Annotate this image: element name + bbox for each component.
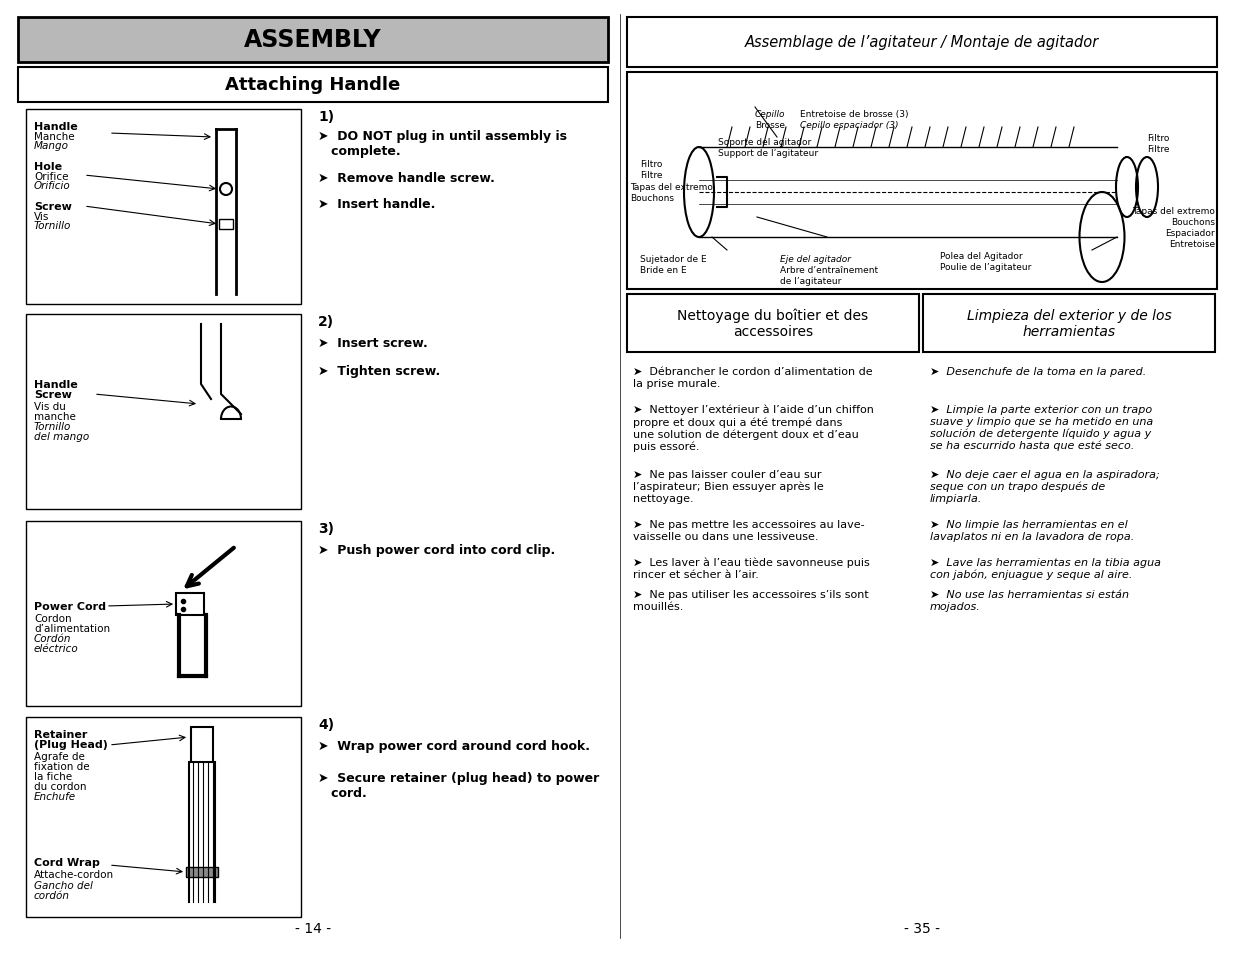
Text: ➤  Tighten screw.: ➤ Tighten screw. xyxy=(317,365,440,377)
Text: ➤  No limpie las herramientas en el
lavaplatos ni en la lavadora de ropa.: ➤ No limpie las herramientas en el lavap… xyxy=(930,519,1134,541)
Text: del mango: del mango xyxy=(35,432,89,441)
Bar xyxy=(219,220,233,230)
Bar xyxy=(19,18,608,63)
Text: Bouchons: Bouchons xyxy=(1171,218,1215,227)
Text: Eje del agitador: Eje del agitador xyxy=(781,254,851,264)
Text: ➤  Ne pas mettre les accessoires au lave-
vaisselle ou dans une lessiveuse.: ➤ Ne pas mettre les accessoires au lave-… xyxy=(634,519,864,541)
Text: ➤  No deje caer el agua en la aspiradora;
seque con un trapo después de
limpiarl: ➤ No deje caer el agua en la aspiradora;… xyxy=(930,470,1160,503)
Text: Nettoyage du boîtier et des
accessoires: Nettoyage du boîtier et des accessoires xyxy=(678,309,868,339)
Text: 3): 3) xyxy=(317,521,333,536)
Text: Cord Wrap: Cord Wrap xyxy=(35,857,100,867)
Text: cordón: cordón xyxy=(35,890,70,900)
Text: Sujetador de E: Sujetador de E xyxy=(640,254,706,264)
Bar xyxy=(26,521,301,706)
Bar xyxy=(26,110,301,305)
Text: Screw: Screw xyxy=(35,390,72,399)
Text: Assemblage de l’agitateur / Montaje de agitador: Assemblage de l’agitateur / Montaje de a… xyxy=(745,35,1099,51)
Text: ➤  Limpie la parte exterior con un trapo
suave y limpio que se ha metido en una
: ➤ Limpie la parte exterior con un trapo … xyxy=(930,405,1153,451)
Text: Limpieza del exterior y de los
herramientas: Limpieza del exterior y de los herramien… xyxy=(967,309,1171,338)
Text: ➤  Secure retainer (plug head) to power
   cord.: ➤ Secure retainer (plug head) to power c… xyxy=(317,771,599,800)
Text: Soporte del agitador: Soporte del agitador xyxy=(718,138,811,147)
Text: Brosse: Brosse xyxy=(755,121,785,130)
Text: Tornillo: Tornillo xyxy=(35,221,72,231)
Text: ➤  DO NOT plug in until assembly is
   complete.: ➤ DO NOT plug in until assembly is compl… xyxy=(317,130,567,158)
Text: Screw: Screw xyxy=(35,202,72,212)
Text: Poulie de l’agitateur: Poulie de l’agitateur xyxy=(940,263,1031,272)
Text: Tornillo: Tornillo xyxy=(35,421,72,432)
Text: Retainer: Retainer xyxy=(35,729,88,740)
Text: Vis du: Vis du xyxy=(35,401,65,412)
Text: ➤  No use las herramientas si están
mojados.: ➤ No use las herramientas si están mojad… xyxy=(930,589,1129,611)
Text: ➤  Les laver à l’eau tiède savonneuse puis
rincer et sécher à l’air.: ➤ Les laver à l’eau tiède savonneuse pui… xyxy=(634,558,869,579)
Bar xyxy=(627,294,919,353)
Text: Power Cord: Power Cord xyxy=(35,601,106,612)
Text: manche: manche xyxy=(35,412,75,421)
Text: Filtre: Filtre xyxy=(1147,145,1170,153)
Bar xyxy=(627,73,1216,290)
Text: Filtre: Filtre xyxy=(640,171,662,180)
Bar xyxy=(26,718,301,917)
Text: Agrafe de: Agrafe de xyxy=(35,751,85,761)
Text: ➤  Débrancher le cordon d’alimentation de
la prise murale.: ➤ Débrancher le cordon d’alimentation de… xyxy=(634,367,873,388)
Text: Orificio: Orificio xyxy=(35,181,70,191)
Text: eléctrico: eléctrico xyxy=(35,643,79,654)
Text: ➤  Ne pas laisser couler d’eau sur
l’aspirateur; Bien essuyer après le
nettoyage: ➤ Ne pas laisser couler d’eau sur l’aspi… xyxy=(634,470,824,503)
Text: ASSEMBLY: ASSEMBLY xyxy=(245,28,382,52)
Bar xyxy=(177,594,204,616)
Text: Handle: Handle xyxy=(35,379,78,390)
Text: Handle: Handle xyxy=(35,122,78,132)
Bar xyxy=(191,727,212,762)
Text: Cepillo espaciador (3): Cepillo espaciador (3) xyxy=(800,121,899,130)
Text: Filtro: Filtro xyxy=(1147,133,1170,143)
Bar xyxy=(186,867,219,877)
Text: Attaching Handle: Attaching Handle xyxy=(225,76,400,94)
Text: 4): 4) xyxy=(317,718,335,731)
Text: - 35 -: - 35 - xyxy=(904,921,940,935)
Text: Vis: Vis xyxy=(35,212,49,222)
Text: Orifice: Orifice xyxy=(35,172,68,182)
Text: Cordon: Cordon xyxy=(35,614,72,623)
Text: ➤  Push power cord into cord clip.: ➤ Push power cord into cord clip. xyxy=(317,543,556,557)
Bar xyxy=(19,68,608,103)
Bar xyxy=(26,314,301,510)
Text: 1): 1) xyxy=(317,110,335,124)
Text: Bride en E: Bride en E xyxy=(640,266,687,274)
Text: ➤  Wrap power cord around cord hook.: ➤ Wrap power cord around cord hook. xyxy=(317,740,590,752)
Text: Cordón: Cordón xyxy=(35,634,72,643)
Text: ➤  Insert handle.: ➤ Insert handle. xyxy=(317,198,436,211)
Text: (Plug Head): (Plug Head) xyxy=(35,740,107,749)
Text: Espaciador: Espaciador xyxy=(1166,229,1215,237)
Text: du cordon: du cordon xyxy=(35,781,86,791)
Text: Entretoise de brosse (3): Entretoise de brosse (3) xyxy=(800,110,909,119)
Text: Support de l’agitateur: Support de l’agitateur xyxy=(718,149,818,158)
Text: Gancho del: Gancho del xyxy=(35,880,93,890)
Text: Mango: Mango xyxy=(35,141,69,151)
Text: ➤  Ne pas utiliser les accessoires s’ils sont
mouillés.: ➤ Ne pas utiliser les accessoires s’ils … xyxy=(634,589,868,611)
Text: ➤  Insert screw.: ➤ Insert screw. xyxy=(317,336,427,350)
Text: Tapas del extremo: Tapas del extremo xyxy=(1132,207,1215,215)
Text: Entretoise: Entretoise xyxy=(1168,240,1215,249)
Text: - 14 -: - 14 - xyxy=(295,921,331,935)
Text: ➤  Remove handle screw.: ➤ Remove handle screw. xyxy=(317,172,495,185)
Text: ➤  Nettoyer l’extérieur à l’aide d’un chiffon
propre et doux qui a été trempé da: ➤ Nettoyer l’extérieur à l’aide d’un chi… xyxy=(634,405,874,452)
Text: ➤  Desenchufe de la toma en la pared.: ➤ Desenchufe de la toma en la pared. xyxy=(930,367,1146,376)
Text: Cepillo: Cepillo xyxy=(755,110,785,119)
Text: Manche: Manche xyxy=(35,132,74,142)
Text: Arbre d’entraînement: Arbre d’entraînement xyxy=(781,266,878,274)
Text: Hole: Hole xyxy=(35,162,62,172)
Text: Polea del Agitador: Polea del Agitador xyxy=(940,252,1023,261)
Text: d’alimentation: d’alimentation xyxy=(35,623,110,634)
Text: fixation de: fixation de xyxy=(35,761,90,771)
Text: Tapas del extremo: Tapas del extremo xyxy=(630,183,713,192)
Text: Bouchons: Bouchons xyxy=(630,193,674,203)
Text: de l’agitateur: de l’agitateur xyxy=(781,276,841,286)
Text: Enchufe: Enchufe xyxy=(35,791,77,801)
Bar xyxy=(627,18,1216,68)
Bar xyxy=(923,294,1215,353)
Text: Attache-cordon: Attache-cordon xyxy=(35,869,114,879)
Text: 2): 2) xyxy=(317,314,335,329)
Text: Filtro: Filtro xyxy=(640,160,662,169)
Text: ➤  Lave las herramientas en la tibia agua
con jabón, enjuague y seque al aire.: ➤ Lave las herramientas en la tibia agua… xyxy=(930,558,1161,579)
Text: la fiche: la fiche xyxy=(35,771,72,781)
